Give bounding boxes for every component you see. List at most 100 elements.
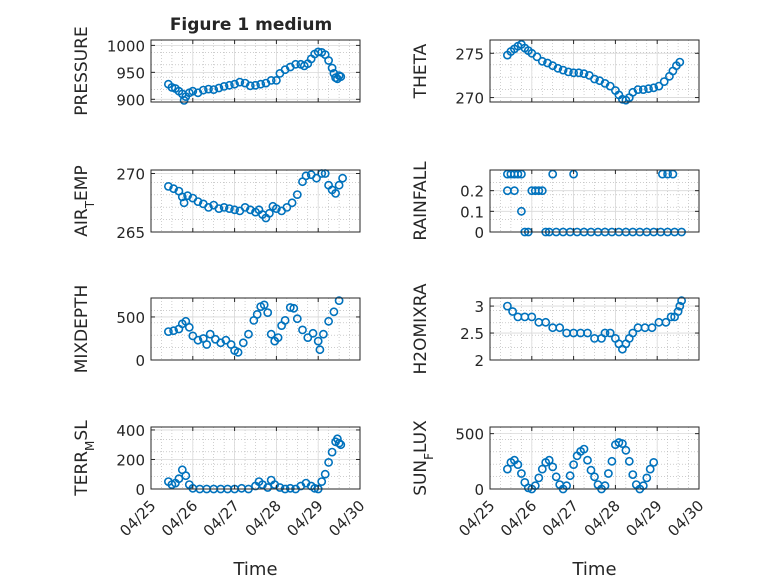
data-point <box>579 69 589 79</box>
subplot-1: 900 950 1000 PRESSURE <box>72 26 361 116</box>
data-series <box>502 296 686 354</box>
data-point <box>327 63 337 73</box>
data-point <box>252 309 262 319</box>
data-point <box>205 329 215 339</box>
data-point <box>292 190 302 199</box>
data-point <box>280 315 290 325</box>
data-point <box>298 325 307 335</box>
ylabel-part: SL <box>72 420 92 441</box>
axes-box <box>150 297 361 361</box>
y-tick-label: 1000 <box>107 37 145 55</box>
data-point <box>590 74 599 84</box>
data-point <box>266 329 276 339</box>
data-point <box>204 202 213 212</box>
y-axis-label: SUNFLUX <box>411 420 436 496</box>
y-tick-label: 950 <box>116 64 145 82</box>
data-point <box>564 67 573 77</box>
data-point <box>230 205 239 215</box>
y-tick-label: 0 <box>474 224 484 242</box>
data-point <box>169 326 178 336</box>
data-point <box>569 460 578 469</box>
y-axis-label: TERRMSL <box>72 420 97 497</box>
ylabel-subscript: M <box>83 441 97 451</box>
data-series <box>163 169 347 223</box>
data-point <box>569 68 578 78</box>
data-point <box>312 173 321 183</box>
data-point <box>273 333 283 342</box>
data-point <box>508 307 517 316</box>
data-point <box>163 181 173 191</box>
y-axis-label: AIRTEMP <box>72 165 97 236</box>
data-point <box>163 327 173 336</box>
ylabel-part: EMP <box>72 165 92 201</box>
data-series <box>163 296 344 357</box>
data-point <box>338 173 347 183</box>
data-point <box>230 79 239 89</box>
axes-box <box>489 169 700 233</box>
ylabel-part: SUN <box>411 460 431 496</box>
data-point <box>583 455 592 465</box>
y-tick-label: 0 <box>135 352 145 370</box>
data-point <box>214 204 224 213</box>
data-series <box>502 40 685 105</box>
data-point <box>224 204 234 213</box>
y-tick-label: 270 <box>455 90 484 108</box>
data-point <box>324 56 333 65</box>
data-point <box>256 79 266 89</box>
data-point <box>537 56 547 66</box>
data-point <box>289 303 299 313</box>
data-point <box>266 76 276 85</box>
data-point <box>618 439 627 448</box>
data-point <box>174 474 184 484</box>
y-tick-label: 275 <box>455 45 484 63</box>
data-point <box>315 345 325 355</box>
data-point <box>301 171 311 181</box>
data-point <box>558 65 568 75</box>
ylabel-part: TERR <box>72 451 92 497</box>
data-point <box>647 323 657 333</box>
data-point <box>583 328 592 338</box>
data-point <box>628 328 638 338</box>
data-point <box>638 85 648 94</box>
data-point <box>673 307 683 316</box>
data-point <box>534 186 544 196</box>
data-point <box>537 186 547 196</box>
data-point <box>675 301 685 311</box>
y-tick-label: 265 <box>116 224 145 242</box>
data-point <box>624 456 634 466</box>
data-point <box>605 328 615 338</box>
data-series <box>163 47 346 105</box>
x-axis-label: Time <box>571 559 616 580</box>
data-point <box>590 472 599 482</box>
data-point <box>219 82 229 91</box>
data-point <box>188 86 198 96</box>
data-point <box>320 469 330 479</box>
y-tick-label: 500 <box>116 309 145 327</box>
data-point <box>553 63 563 73</box>
data-point <box>600 328 610 338</box>
data-point <box>209 85 219 94</box>
data-point <box>287 198 297 208</box>
data-point <box>544 455 554 465</box>
data-point <box>181 471 191 481</box>
data-point <box>574 68 584 78</box>
data-point <box>177 192 187 202</box>
data-point <box>537 464 547 474</box>
data-point <box>517 469 526 478</box>
data-point <box>642 473 652 483</box>
ylabel-part: AIR <box>72 208 92 237</box>
data-point <box>605 81 615 91</box>
data-point <box>183 191 192 201</box>
data-point <box>224 80 234 90</box>
data-point <box>221 335 231 345</box>
data-point <box>285 303 295 312</box>
data-point <box>659 77 669 86</box>
data-point <box>551 472 561 482</box>
minor-grid <box>150 40 360 102</box>
axes-box <box>489 297 700 361</box>
ylabel-subscript: T <box>83 200 97 209</box>
data-point <box>313 336 323 346</box>
data-point <box>532 52 542 62</box>
data-point <box>628 470 638 479</box>
figure-title: Figure 1 medium <box>170 15 332 35</box>
